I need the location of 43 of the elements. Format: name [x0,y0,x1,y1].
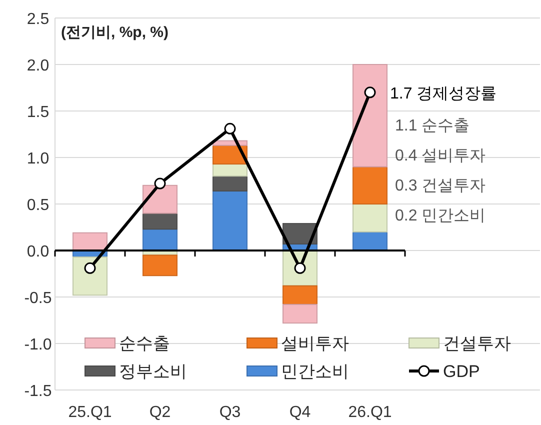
point [224,122,236,134]
x-tick-label: Q4 [289,404,311,421]
point [84,262,96,274]
y-tick-label: -0.5 [24,290,52,307]
bar [352,64,388,168]
legend-label: 민간소비 [281,362,349,381]
bar [352,204,388,232]
bar [282,285,318,305]
legend-label: 순수출 [119,334,170,353]
y-tick-label: 1.0 [26,150,50,168]
chart-title: (전기비, %p, %) [61,24,168,41]
bar [142,212,178,230]
x-tick-label: Q2 [149,404,171,421]
y-tick-label: 2.5 [26,11,50,28]
y-tick-label: -1.0 [24,336,52,354]
bar [212,164,248,177]
bar [282,304,318,324]
bar [142,254,178,276]
bar [142,184,178,214]
y-tick-label: -1.5 [24,383,52,400]
bar [212,176,248,192]
bar [72,232,108,251]
x-tick-label: Q3 [219,404,241,421]
annotation: 0.4 설비투자 [395,147,486,164]
legend-label: 정부소비 [119,362,187,381]
point [364,86,376,98]
y-tick-label: 0.0 [26,244,50,260]
y-tick-label: 2.0 [26,58,50,74]
data-label: 1.7 경제성장률 [390,85,497,102]
y-tick-label: 1.5 [26,104,50,121]
bar [352,166,388,204]
bar [72,256,108,296]
x-tick-label: 25.Q1 [68,404,112,421]
y-tick-label: 0.5 [26,197,50,214]
legend-label: GDP [443,362,480,381]
legend-label: 설비투자 [281,334,349,353]
annotation: 1.1 순수출 [395,117,470,134]
bar [212,190,248,251]
legend-label: 건설투자 [443,334,511,353]
x-tick-label: 26.Q1 [348,404,392,421]
annotation: 0.3 건설투자 [395,177,486,194]
point [154,178,166,190]
annotation: 0.2 민간소비 [395,207,486,224]
